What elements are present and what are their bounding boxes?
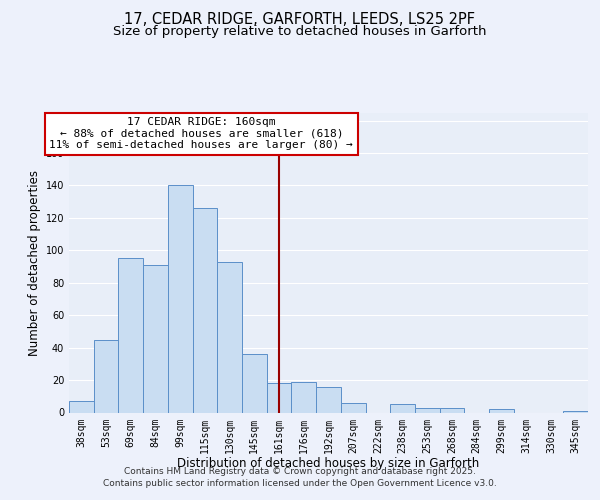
Bar	[118, 258, 143, 412]
Bar	[267, 384, 292, 412]
Bar	[168, 186, 193, 412]
Bar	[193, 208, 217, 412]
Bar	[390, 404, 415, 412]
Bar	[563, 411, 588, 412]
Bar	[489, 410, 514, 412]
Text: Size of property relative to detached houses in Garforth: Size of property relative to detached ho…	[113, 25, 487, 38]
Bar	[69, 401, 94, 412]
Bar	[341, 403, 365, 412]
Bar	[415, 408, 440, 412]
Bar	[242, 354, 267, 412]
Bar	[292, 382, 316, 412]
Text: 17 CEDAR RIDGE: 160sqm
← 88% of detached houses are smaller (618)
11% of semi-de: 17 CEDAR RIDGE: 160sqm ← 88% of detached…	[49, 117, 353, 150]
Y-axis label: Number of detached properties: Number of detached properties	[28, 170, 41, 356]
Bar	[143, 265, 168, 412]
X-axis label: Distribution of detached houses by size in Garforth: Distribution of detached houses by size …	[178, 457, 479, 470]
Text: Contains HM Land Registry data © Crown copyright and database right 2025.
Contai: Contains HM Land Registry data © Crown c…	[103, 466, 497, 487]
Bar	[316, 386, 341, 412]
Bar	[94, 340, 118, 412]
Bar	[217, 262, 242, 412]
Text: 17, CEDAR RIDGE, GARFORTH, LEEDS, LS25 2PF: 17, CEDAR RIDGE, GARFORTH, LEEDS, LS25 2…	[125, 12, 476, 28]
Bar	[440, 408, 464, 412]
